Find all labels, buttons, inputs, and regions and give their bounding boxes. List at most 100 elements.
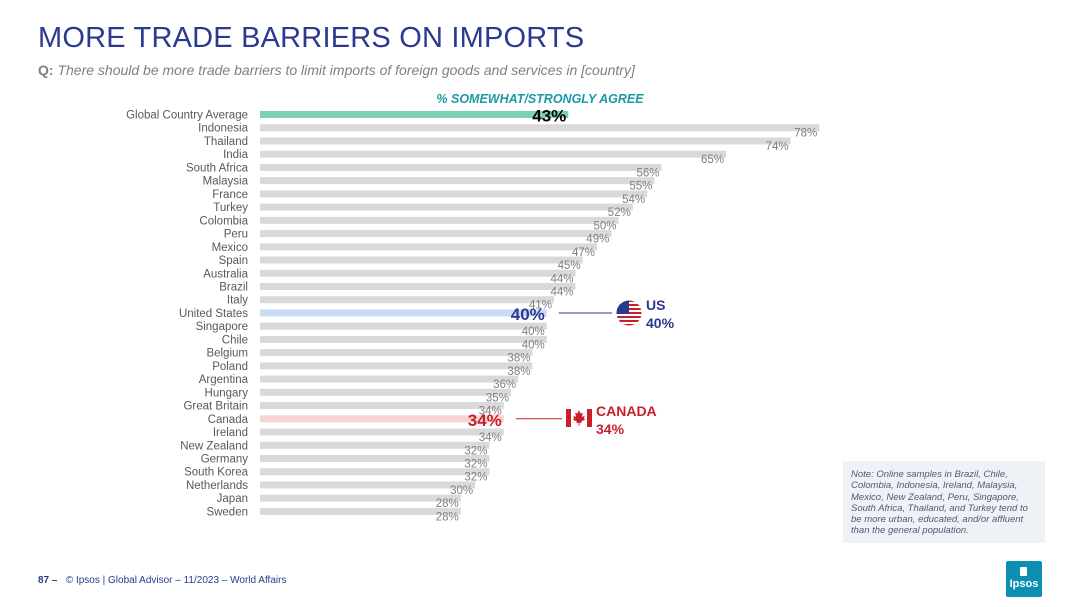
bar-south-africa xyxy=(260,163,662,171)
bar-spain xyxy=(260,256,583,264)
value-label-south-korea: 32% xyxy=(464,472,487,484)
category-label-peru: Peru xyxy=(224,229,248,241)
category-label-indonesia: Indonesia xyxy=(198,123,248,135)
canada-callout-name: CANADA xyxy=(596,403,657,419)
bar-sweden xyxy=(260,507,461,515)
bar-chile xyxy=(260,335,547,343)
question-text: There should be more trade barriers to l… xyxy=(57,62,635,78)
logo-text: Ipsos xyxy=(1009,578,1039,590)
question-prefix: Q: xyxy=(38,62,54,78)
value-label-india: 65% xyxy=(701,154,724,166)
category-label-malaysia: Malaysia xyxy=(203,176,249,188)
category-label-india: India xyxy=(223,149,249,161)
category-label-new-zealand: New Zealand xyxy=(180,440,248,452)
value-label-netherlands: 30% xyxy=(450,485,473,497)
value-label-global-country-average: 43% xyxy=(532,107,566,126)
category-label-singapore: Singapore xyxy=(196,321,248,333)
bar-canada xyxy=(260,415,504,423)
value-label-germany: 32% xyxy=(464,458,487,470)
bar-india xyxy=(260,150,727,158)
bar-colombia xyxy=(260,216,619,224)
category-label-global-country-average: Global Country Average xyxy=(126,110,248,122)
category-label-colombia: Colombia xyxy=(199,215,248,227)
value-label-singapore: 40% xyxy=(522,326,545,338)
category-label-france: France xyxy=(212,189,248,201)
category-label-canada: Canada xyxy=(208,414,249,426)
canada-flag-icon xyxy=(566,406,592,430)
category-label-germany: Germany xyxy=(201,453,249,465)
canada-callout-value: 34% xyxy=(596,421,625,437)
value-label-united-states: 40% xyxy=(511,305,545,324)
value-label-thailand: 74% xyxy=(766,141,789,153)
category-label-ireland: Ireland xyxy=(213,427,248,439)
value-label-belgium: 38% xyxy=(507,353,530,365)
us-callout-value: 40% xyxy=(646,315,675,331)
category-label-poland: Poland xyxy=(212,361,248,373)
ipsos-logo: Ipsos xyxy=(1006,561,1042,597)
canada-callout: CANADA 34% xyxy=(596,402,657,438)
bar-mexico xyxy=(260,243,597,251)
us-callout: US 40% xyxy=(646,296,674,332)
value-label-brazil: 44% xyxy=(550,286,573,298)
value-label-australia: 44% xyxy=(550,273,573,285)
category-label-argentina: Argentina xyxy=(199,374,249,386)
value-label-argentina: 36% xyxy=(493,379,516,391)
value-label-new-zealand: 32% xyxy=(464,445,487,457)
bar-france xyxy=(260,190,648,198)
category-label-australia: Australia xyxy=(203,268,248,280)
page-title: MORE TRADE BARRIERS ON IMPORTS xyxy=(38,22,585,54)
value-label-turkey: 52% xyxy=(608,207,631,219)
value-label-malaysia: 55% xyxy=(629,181,652,193)
bar-south-korea xyxy=(260,468,490,476)
bar-poland xyxy=(260,362,533,370)
bar-united-states xyxy=(260,309,547,317)
bar-indonesia xyxy=(260,124,820,132)
bar-turkey xyxy=(260,203,633,211)
bar-argentina xyxy=(260,375,519,383)
survey-question: Q: There should be more trade barriers t… xyxy=(38,62,635,78)
category-label-mexico: Mexico xyxy=(212,242,248,254)
value-label-poland: 38% xyxy=(507,366,530,378)
bar-global-country-average xyxy=(260,111,569,118)
value-label-chile: 40% xyxy=(522,339,545,351)
value-label-peru: 49% xyxy=(586,234,609,246)
footer-source: © Ipsos | Global Advisor – 11/2023 – Wor… xyxy=(65,575,287,586)
value-label-spain: 45% xyxy=(558,260,581,272)
category-label-netherlands: Netherlands xyxy=(186,480,248,492)
category-label-south-africa: South Africa xyxy=(186,162,249,174)
category-label-great-britain: Great Britain xyxy=(183,401,248,413)
bar-ireland xyxy=(260,428,504,436)
category-label-japan: Japan xyxy=(217,493,248,505)
category-label-hungary: Hungary xyxy=(205,387,249,399)
value-label-mexico: 47% xyxy=(572,247,595,259)
bar-brazil xyxy=(260,282,576,290)
category-label-thailand: Thailand xyxy=(204,136,248,148)
bar-hungary xyxy=(260,388,511,396)
category-label-turkey: Turkey xyxy=(213,202,248,214)
value-label-italy: 41% xyxy=(529,300,552,312)
value-label-france: 54% xyxy=(622,194,645,206)
category-label-united-states: United States xyxy=(179,308,248,320)
category-label-sweden: Sweden xyxy=(206,506,248,518)
value-label-sweden: 28% xyxy=(436,511,459,523)
category-label-italy: Italy xyxy=(227,295,248,307)
bar-peru xyxy=(260,230,612,238)
bar-germany xyxy=(260,454,490,462)
category-label-chile: Chile xyxy=(222,334,248,346)
category-label-south-korea: South Korea xyxy=(184,467,249,479)
bar-belgium xyxy=(260,349,533,357)
value-label-south-africa: 56% xyxy=(636,167,659,179)
bar-australia xyxy=(260,269,576,277)
category-label-belgium: Belgium xyxy=(206,348,248,360)
bar-malaysia xyxy=(260,177,655,185)
footer: 87 – © Ipsos | Global Advisor – 11/2023 … xyxy=(38,575,286,586)
page-number: 87 – xyxy=(38,575,58,586)
bar-new-zealand xyxy=(260,441,490,449)
value-label-indonesia: 78% xyxy=(794,128,817,140)
us-callout-name: US xyxy=(646,297,666,313)
series-label: % SOMEWHAT/STRONGLY AGREE xyxy=(436,92,644,106)
value-label-japan: 28% xyxy=(436,498,459,510)
bar-great-britain xyxy=(260,402,504,410)
methodology-note: Note: Online samples in Brazil, Chile, C… xyxy=(843,461,1045,543)
